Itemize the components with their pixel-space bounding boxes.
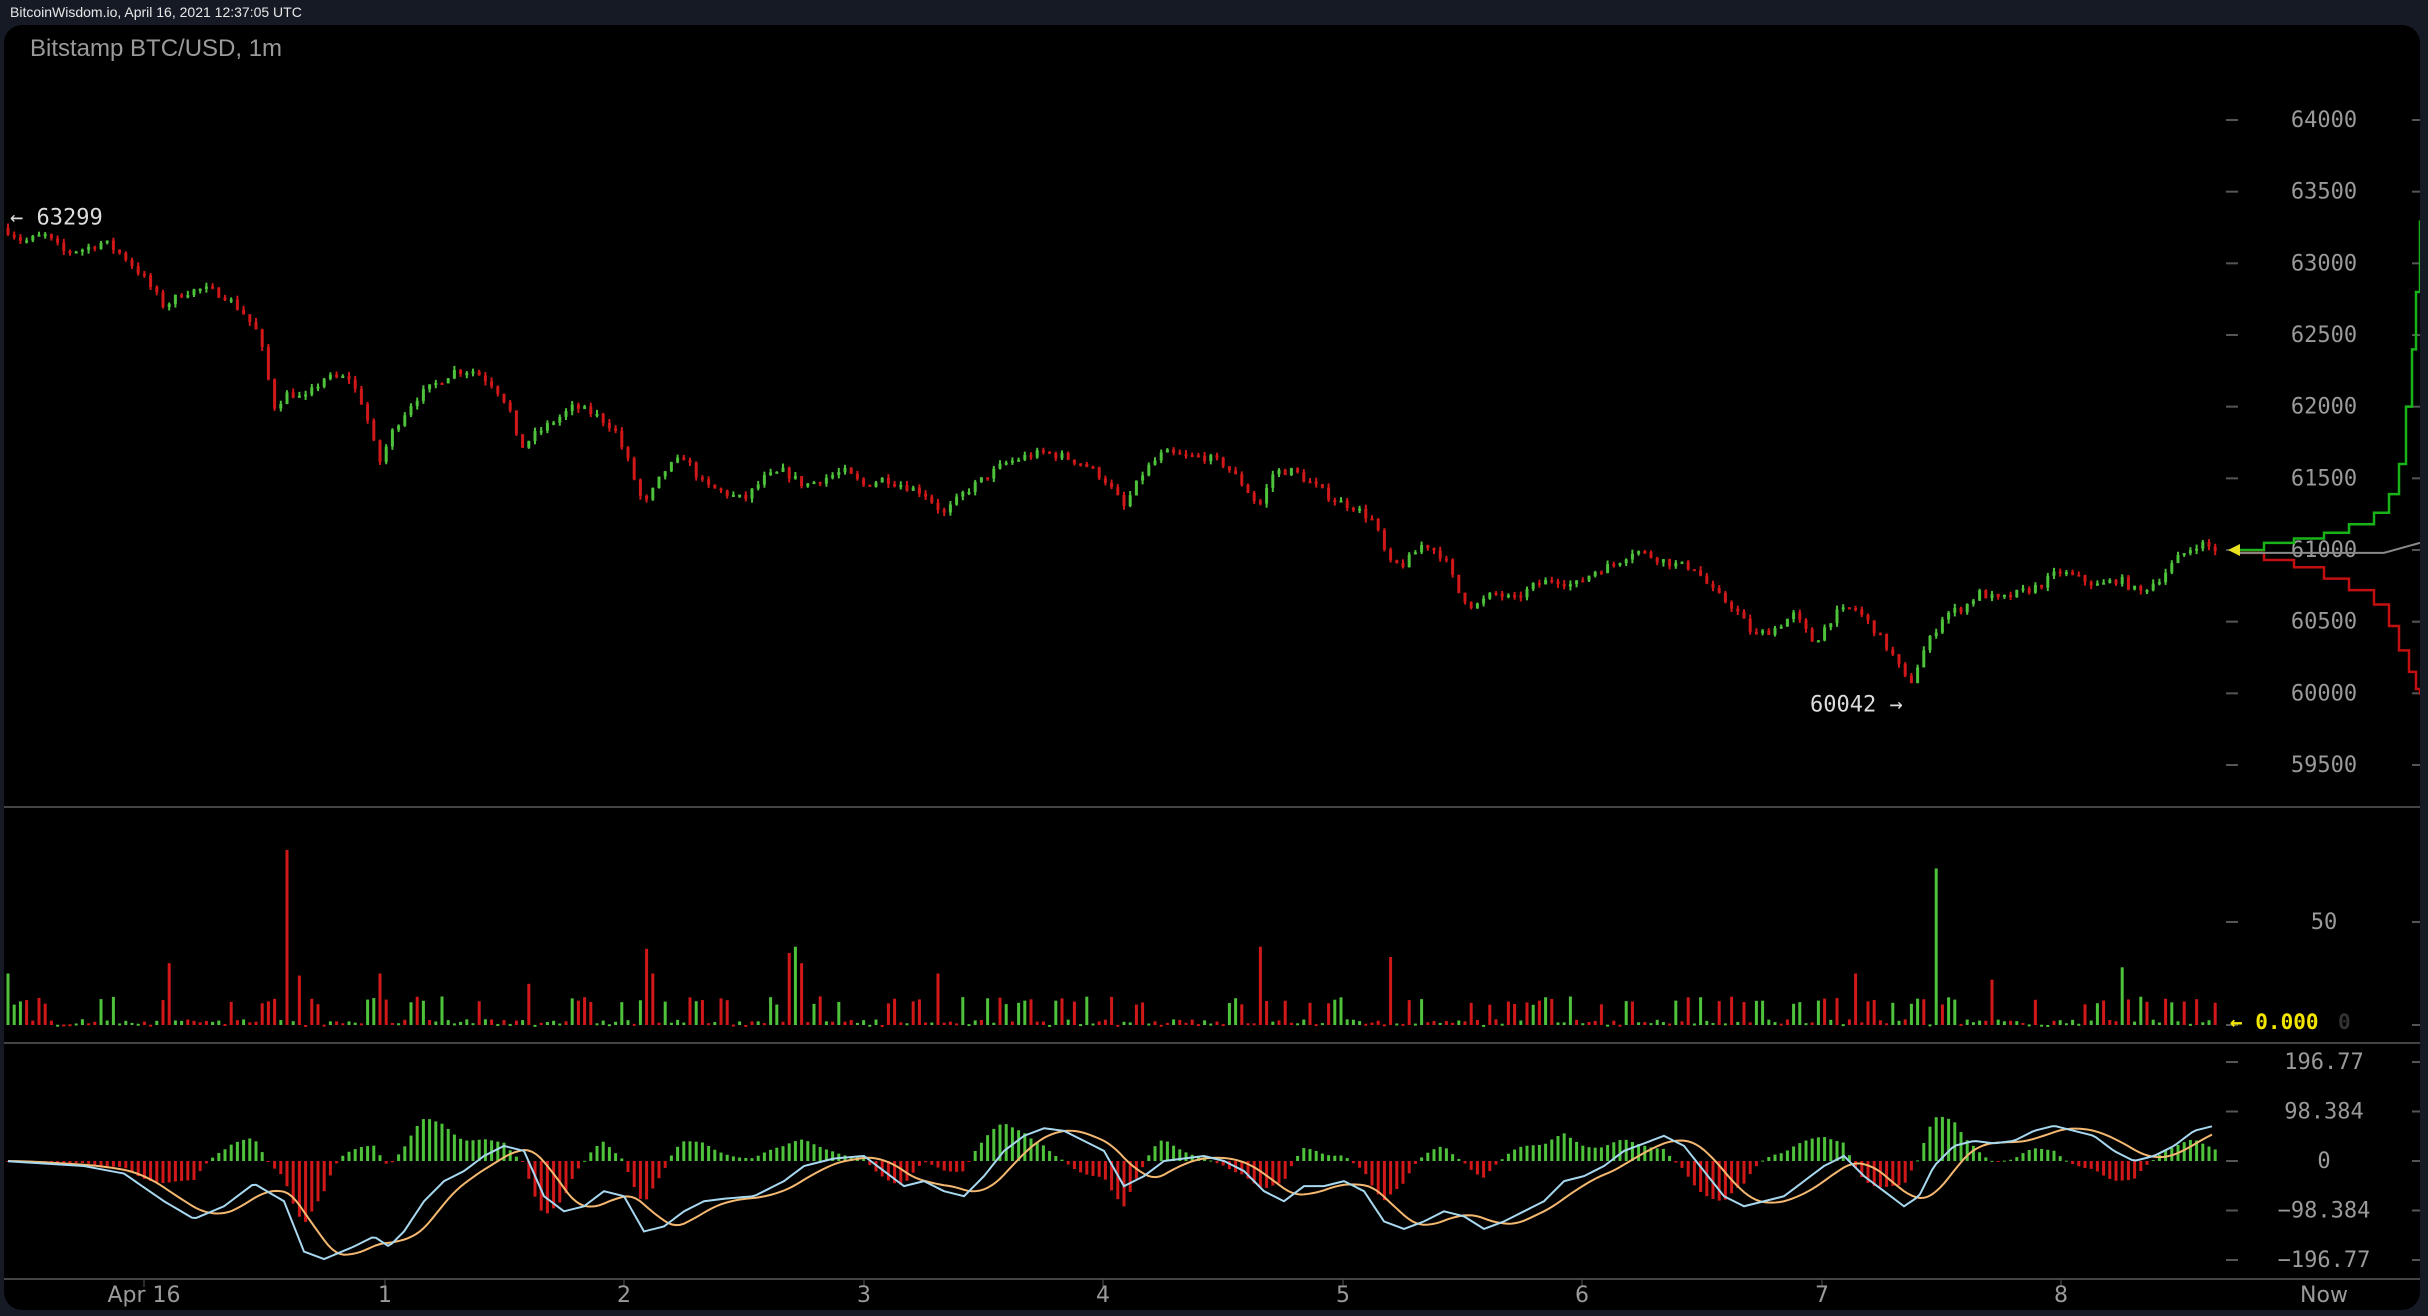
price-axis-label: 59500 (2291, 753, 2357, 778)
volume-bars (6, 849, 2217, 1027)
volume-current-ghost: 0 (2338, 1010, 2351, 1034)
price-axis-label: 61000 (2291, 538, 2357, 563)
market-depth (2240, 220, 2420, 695)
time-axis-label: 5 (1336, 1283, 1350, 1308)
time-axis-label: 1 (378, 1283, 392, 1308)
low-price-marker: 60042 → (1810, 692, 1903, 717)
macd-axis-label: 0 (2317, 1149, 2330, 1174)
chart-title: Bitstamp BTC/USD, 1m (30, 35, 283, 62)
top-bar: BitcoinWisdom.io, April 16, 2021 12:37:0… (0, 0, 2428, 25)
time-axis-label: 8 (2054, 1283, 2068, 1308)
time-axis-label: 2 (617, 1283, 631, 1308)
time-axis-label: Apr 16 (107, 1283, 180, 1308)
chart-canvas[interactable]: 6400063500630006250062000615006100060500… (4, 25, 2420, 1310)
signal-line (7, 1127, 2213, 1256)
time-axis-label: 4 (1096, 1283, 1110, 1308)
price-axis-label: 62500 (2291, 323, 2357, 348)
price-axis-label: 62000 (2291, 395, 2357, 420)
depth-bid-line (2240, 220, 2420, 552)
macd-axis-label: 196.77 (2284, 1050, 2363, 1075)
depth-ask-line (2240, 551, 2420, 695)
time-axis-now-label: Now (2300, 1283, 2348, 1308)
time-axis-label: 3 (857, 1283, 871, 1308)
high-price-marker: ← 63299 (10, 205, 103, 230)
price-axis-label: 63000 (2291, 251, 2357, 276)
macd-axis-label: 98.384 (2284, 1100, 2363, 1125)
volume-current-value: ← 0.000 (2230, 1010, 2319, 1034)
price-axis-label: 63500 (2291, 180, 2357, 205)
chart-panel: 64000 63500 63000 62500 62000 61500 61000 60500… (4, 25, 2420, 1310)
macd-line (7, 1125, 2213, 1261)
price-axis-label: 60500 (2291, 610, 2357, 635)
macd-axis-label: −196.77 (2278, 1248, 2371, 1273)
time-axis-label: 6 (1575, 1283, 1589, 1308)
volume-axis-label: 50 (2311, 910, 2338, 935)
price-axis-label: 60000 (2291, 681, 2357, 706)
macd-axis-label: −98.384 (2278, 1198, 2371, 1223)
price-axis-label: 61500 (2291, 466, 2357, 491)
current-price-marker-icon (2228, 544, 2240, 556)
candlesticks (6, 223, 2217, 684)
price-axis-label: 64000 (2291, 108, 2357, 133)
depth-mid-line (2240, 541, 2420, 554)
time-axis-label: 7 (1815, 1283, 1829, 1308)
macd-indicator (6, 1116, 2217, 1261)
source-timestamp: BitcoinWisdom.io, April 16, 2021 12:37:0… (10, 4, 302, 20)
